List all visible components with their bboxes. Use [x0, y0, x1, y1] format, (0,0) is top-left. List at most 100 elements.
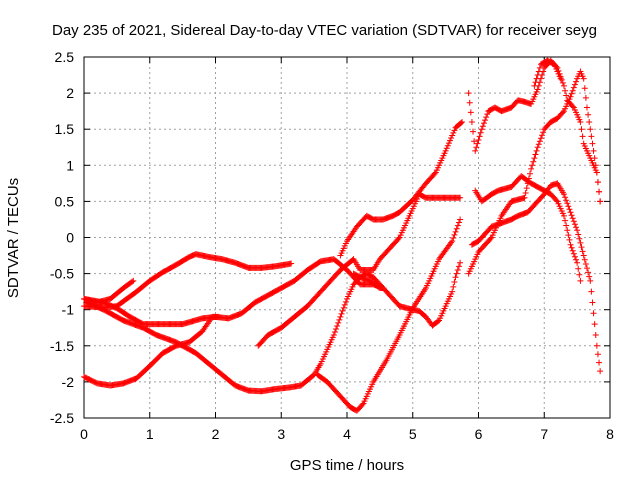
data-point [484, 111, 491, 118]
data-point [455, 263, 462, 270]
data-point [533, 75, 540, 82]
data-point [449, 238, 456, 245]
data-point [467, 109, 474, 116]
data-point [571, 253, 578, 260]
y-tick-label: 2 [66, 85, 74, 101]
x-tick-label: 7 [540, 426, 548, 442]
data-point [536, 64, 543, 71]
data-point [477, 129, 484, 136]
data-point [335, 319, 342, 326]
data-point [562, 87, 569, 94]
data-point [480, 120, 487, 127]
data-point [568, 90, 575, 97]
data-point [522, 189, 529, 196]
data-point [447, 137, 454, 144]
data-point [466, 99, 473, 106]
data-point [569, 103, 576, 110]
x-tick-label: 8 [606, 426, 614, 442]
data-point [588, 133, 595, 140]
data-point [434, 318, 441, 325]
data-point [527, 170, 534, 177]
data-point [583, 265, 590, 272]
data-point [593, 169, 600, 176]
data-point [587, 277, 594, 284]
data-point [475, 137, 482, 144]
data-point [471, 138, 478, 145]
data-point [578, 244, 585, 251]
data-point [568, 212, 575, 219]
series-track-l [468, 180, 604, 375]
data-point [529, 162, 536, 169]
x-axis: 0 1 2 3 4 5 6 7 8 [80, 57, 614, 442]
data-point [592, 331, 599, 338]
data-point [560, 191, 567, 198]
data-point [575, 231, 582, 238]
data-point [331, 328, 338, 335]
data-point [563, 197, 570, 204]
data-point [593, 342, 600, 349]
y-tick-label: -1.5 [50, 338, 74, 354]
data-point [444, 142, 451, 149]
data-point [524, 180, 531, 187]
series-track-n [531, 57, 564, 89]
y-tick-label: -2 [62, 374, 75, 390]
data-point [582, 260, 589, 267]
x-tick-label: 2 [212, 426, 220, 442]
data-point [521, 194, 528, 201]
data-point [535, 141, 542, 148]
data-point [523, 185, 530, 192]
data-point [445, 140, 452, 147]
data-point [578, 126, 585, 133]
x-tick-label: 1 [146, 426, 154, 442]
data-point [586, 273, 593, 280]
data-point [528, 165, 535, 172]
data-point [577, 118, 584, 125]
data-point [559, 79, 566, 86]
data-point [453, 270, 460, 277]
data-point [531, 82, 538, 89]
y-tick-label: 0 [66, 230, 74, 246]
data-point [585, 111, 592, 118]
data-point [487, 235, 494, 242]
data-point [574, 227, 581, 234]
data-point [450, 129, 457, 136]
data-point [470, 128, 477, 135]
data-point [567, 209, 574, 216]
data-point [454, 266, 461, 273]
data-point [582, 94, 589, 101]
data-point [587, 126, 594, 133]
data-point [380, 285, 387, 292]
data-point [474, 140, 481, 147]
data-point [550, 60, 557, 67]
grid [84, 57, 610, 418]
data-point [476, 133, 483, 140]
data-point [452, 228, 459, 235]
data-point [457, 259, 464, 266]
data-point [564, 200, 571, 207]
data-point [553, 197, 560, 204]
data-point [594, 351, 601, 358]
data-point [568, 244, 575, 251]
data-point [443, 145, 450, 152]
data-point [341, 301, 348, 308]
data-point [452, 274, 459, 281]
data-point [591, 155, 598, 162]
data-point [570, 218, 577, 225]
data-point [337, 313, 344, 320]
data-point [573, 78, 580, 85]
data-point [577, 277, 584, 284]
data-point [473, 144, 480, 151]
data-point [442, 147, 449, 154]
data-point [465, 90, 472, 97]
data-point [569, 247, 576, 254]
data-point [478, 126, 485, 133]
data-point [534, 144, 541, 151]
data-point [586, 118, 593, 125]
data-point [573, 256, 580, 263]
data-point [457, 194, 464, 201]
data-point [581, 85, 588, 92]
data-point [534, 72, 541, 79]
data-point [459, 118, 466, 125]
data-point [449, 132, 456, 139]
series-track-m [465, 68, 604, 277]
